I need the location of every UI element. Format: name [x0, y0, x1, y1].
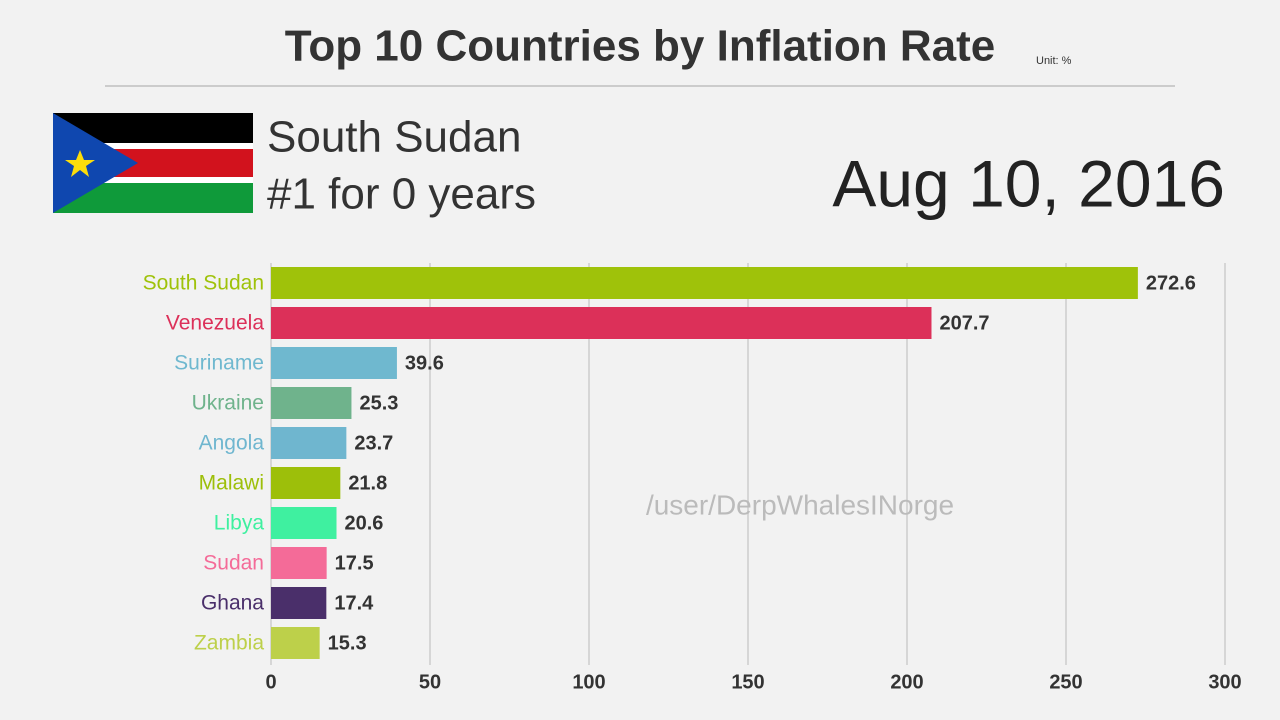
x-tick-label: 250 — [1049, 671, 1082, 693]
bar — [271, 427, 347, 459]
x-tick-label: 150 — [731, 671, 764, 693]
bar — [271, 507, 337, 539]
leader-name: South Sudan — [267, 113, 521, 162]
value-label: 207.7 — [939, 312, 989, 334]
category-label: Libya — [214, 512, 265, 535]
value-label: 17.5 — [335, 552, 374, 574]
value-label: 21.8 — [348, 472, 387, 494]
leader-note: #1 for 0 years — [267, 170, 536, 219]
value-label: 17.4 — [334, 592, 374, 614]
category-label: Ghana — [201, 592, 264, 615]
x-tick-label: 100 — [572, 671, 605, 693]
watermark: /user/DerpWhalesINorge — [646, 489, 954, 520]
value-label: 25.3 — [359, 392, 398, 414]
category-label: South Sudan — [143, 272, 264, 295]
category-label: Malawi — [199, 472, 264, 495]
category-label: Venezuela — [166, 312, 264, 335]
x-tick-label: 200 — [890, 671, 923, 693]
x-tick-label: 0 — [265, 671, 276, 693]
category-label: Ukraine — [192, 392, 264, 415]
date-label: Aug 10, 2016 — [832, 146, 1225, 220]
x-tick-label: 300 — [1208, 671, 1241, 693]
unit-label: Unit: % — [1036, 55, 1072, 67]
bar — [271, 467, 341, 499]
value-label: 23.7 — [354, 432, 393, 454]
leader-flag — [53, 113, 253, 213]
bar — [271, 387, 352, 419]
value-label: 272.6 — [1146, 272, 1196, 294]
chart-title: Top 10 Countries by Inflation Rate — [285, 22, 996, 71]
value-label: 20.6 — [345, 512, 384, 534]
category-label: Zambia — [194, 632, 264, 655]
bar — [271, 587, 327, 619]
category-label: Angola — [199, 432, 265, 455]
category-label: Sudan — [203, 552, 264, 575]
value-label: 15.3 — [328, 632, 367, 654]
x-tick-label: 50 — [419, 671, 441, 693]
bar — [271, 347, 397, 379]
bar — [271, 307, 932, 339]
bar — [271, 547, 327, 579]
category-label: Suriname — [174, 352, 264, 375]
bar — [271, 627, 320, 659]
value-label: 39.6 — [405, 352, 444, 374]
bar — [271, 267, 1138, 299]
